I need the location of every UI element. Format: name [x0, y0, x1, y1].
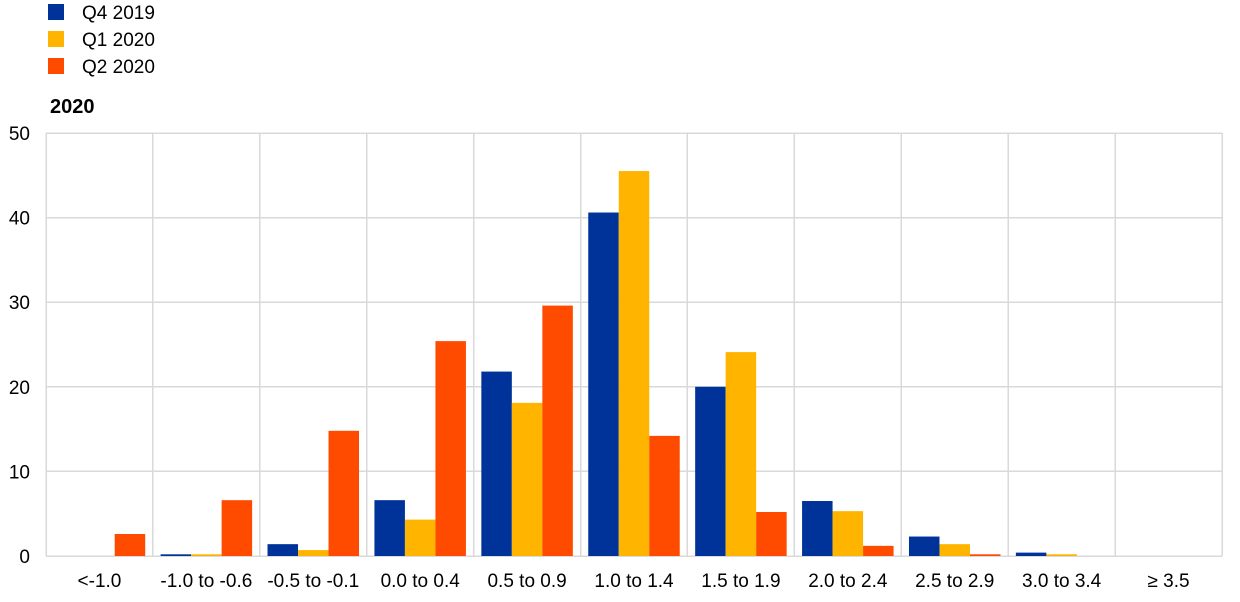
legend-label-1: Q1 2020 [82, 30, 155, 51]
legend-label-2: Q2 2020 [82, 57, 155, 78]
bar-q4-2019-7 [802, 501, 833, 556]
x-tick-label: 2.0 to 2.4 [808, 571, 888, 592]
y-tick-label: 30 [9, 293, 30, 314]
bar-q2-2020-1 [221, 500, 253, 556]
legend-label-0: Q4 2019 [82, 3, 155, 24]
legend-swatch-1 [48, 31, 64, 47]
bar-q1-2020-1 [191, 554, 222, 556]
bar-q4-2019-3 [374, 500, 405, 556]
bar-q4-2019-5 [588, 212, 619, 557]
x-tick-label: 3.0 to 3.4 [1022, 571, 1102, 592]
y-tick-label: 50 [9, 124, 30, 145]
y-tick-label: 10 [9, 462, 30, 483]
x-axis-ticks: <-1.0 -1.0 to -0.6 -0.5 to -0.1 0.0 to 0.4 0… [78, 571, 1190, 592]
x-tick-label: 0.0 to 0.4 [381, 571, 461, 592]
bar-q4-2019-8 [908, 536, 940, 556]
x-tick-label: -1.0 to -0.6 [160, 571, 252, 592]
bar-q1-2020-5 [618, 171, 650, 556]
chart-title: 2020 [50, 96, 95, 118]
x-tick-label: 1.5 to 1.9 [701, 571, 780, 592]
x-tick-label: -0.5 to -0.1 [267, 571, 359, 592]
y-tick-label: 0 [19, 547, 30, 568]
x-tick-label: 0.5 to 0.9 [487, 571, 566, 592]
bar-q2-2020-7 [863, 545, 894, 556]
bar-q2-2020-6 [756, 512, 787, 556]
y-axis-ticks: 0 10 20 30 40 50 [9, 124, 30, 568]
bar-q4-2019-1 [160, 554, 192, 556]
bar-q2-2020-4 [542, 305, 573, 556]
bar-q2-2020-3 [435, 341, 466, 556]
y-tick-label: 40 [9, 209, 30, 230]
bar-q4-2019-4 [481, 371, 512, 556]
bar-q2-2020-5 [649, 435, 680, 556]
legend-swatch-0 [48, 4, 64, 20]
bar-q1-2020-2 [298, 550, 329, 556]
bar-q1-2020-8 [939, 544, 970, 556]
bar-q2-2020-8 [969, 554, 1001, 556]
bar-q1-2020-3 [404, 519, 436, 556]
bar-q1-2020-7 [832, 511, 864, 556]
bar-q4-2019-6 [695, 386, 726, 556]
x-tick-label: ≥ 3.5 [1147, 571, 1189, 592]
bar-q4-2019-2 [267, 544, 299, 556]
bar-q1-2020-9 [1046, 554, 1077, 556]
bar-q1-2020-6 [725, 352, 757, 556]
chart-legend: Q4 2019 Q1 2020 Q2 2020 [48, 3, 155, 78]
chart-bars [114, 171, 1077, 557]
x-tick-label: 2.5 to 2.9 [915, 571, 994, 592]
x-tick-label: <-1.0 [78, 571, 122, 592]
x-tick-label: 1.0 to 1.4 [594, 571, 674, 592]
legend-swatch-2 [48, 58, 64, 74]
bar-q1-2020-4 [511, 402, 543, 556]
bar-q2-2020-2 [328, 430, 360, 556]
bar-q4-2019-9 [1015, 552, 1047, 556]
bar-q2-2020-0 [114, 534, 146, 556]
y-tick-label: 20 [9, 378, 30, 399]
